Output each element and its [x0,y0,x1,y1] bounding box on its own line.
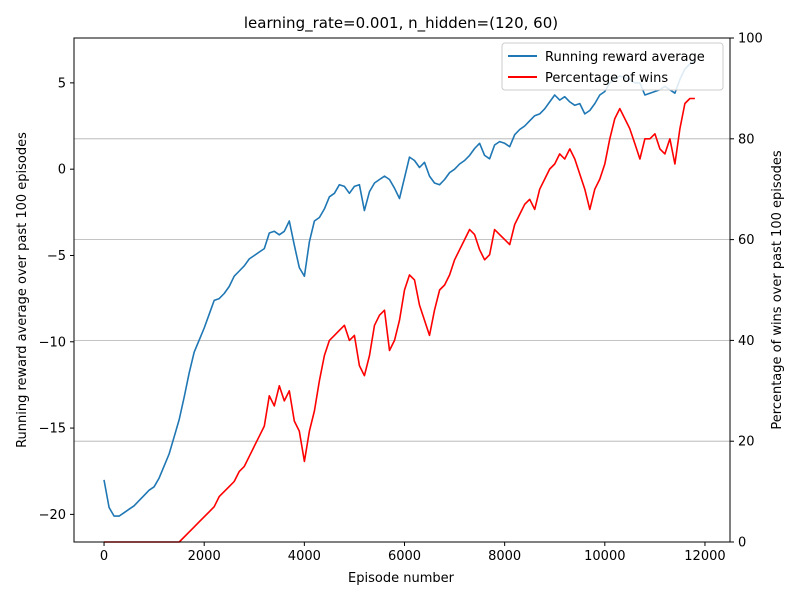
legend: Running reward average Percentage of win… [501,42,724,91]
y-left-tick-label: −5 [47,249,66,264]
y-left-tick-label: −20 [39,508,66,523]
x-tick-label: 8000 [488,549,521,564]
y-right-tick-label: 0 [738,536,746,551]
x-axis-label: Episode number [348,571,455,586]
legend-label-percentage-wins: Percentage of wins [545,71,668,86]
y-axis-label-left: Running reward average over past 100 epi… [15,132,30,448]
y-right-tick-label: 60 [738,233,755,248]
y-left-tick-label: −15 [39,422,66,437]
x-tick-label: 6000 [388,549,421,564]
chart-title: learning_rate=0.001, n_hidden=(120, 60) [244,14,558,33]
y-left-tick-label: −10 [39,335,66,350]
x-tick-label: 0 [100,549,108,564]
y-right-tick-label: 100 [738,32,763,47]
y-left-tick-label: 0 [58,163,66,178]
y-left-tick-label: 5 [58,76,66,91]
series-running-reward-line [103,59,696,517]
y-right-tick-label: 20 [738,435,755,450]
y-right-tick-label: 80 [738,132,755,147]
legend-label-running-reward: Running reward average [545,50,705,65]
series-layer [103,59,696,543]
y-right-tick-label: 40 [738,334,755,349]
grid-lines [74,138,730,442]
axis-ticks: 0 2000 4000 6000 8000 10000 12000 −20 −15 −10 −5 0 5… [39,32,763,565]
x-tick-label: 2000 [188,549,221,564]
x-tick-label: 4000 [288,549,321,564]
plot-frame [73,37,731,543]
x-tick-label: 10000 [584,549,625,564]
y-axis-label-right: Percentage of wins over past 100 episode… [770,150,785,429]
legend-box [501,42,724,91]
x-tick-label: 12000 [684,549,725,564]
series-percentage-wins-line [104,97,695,543]
